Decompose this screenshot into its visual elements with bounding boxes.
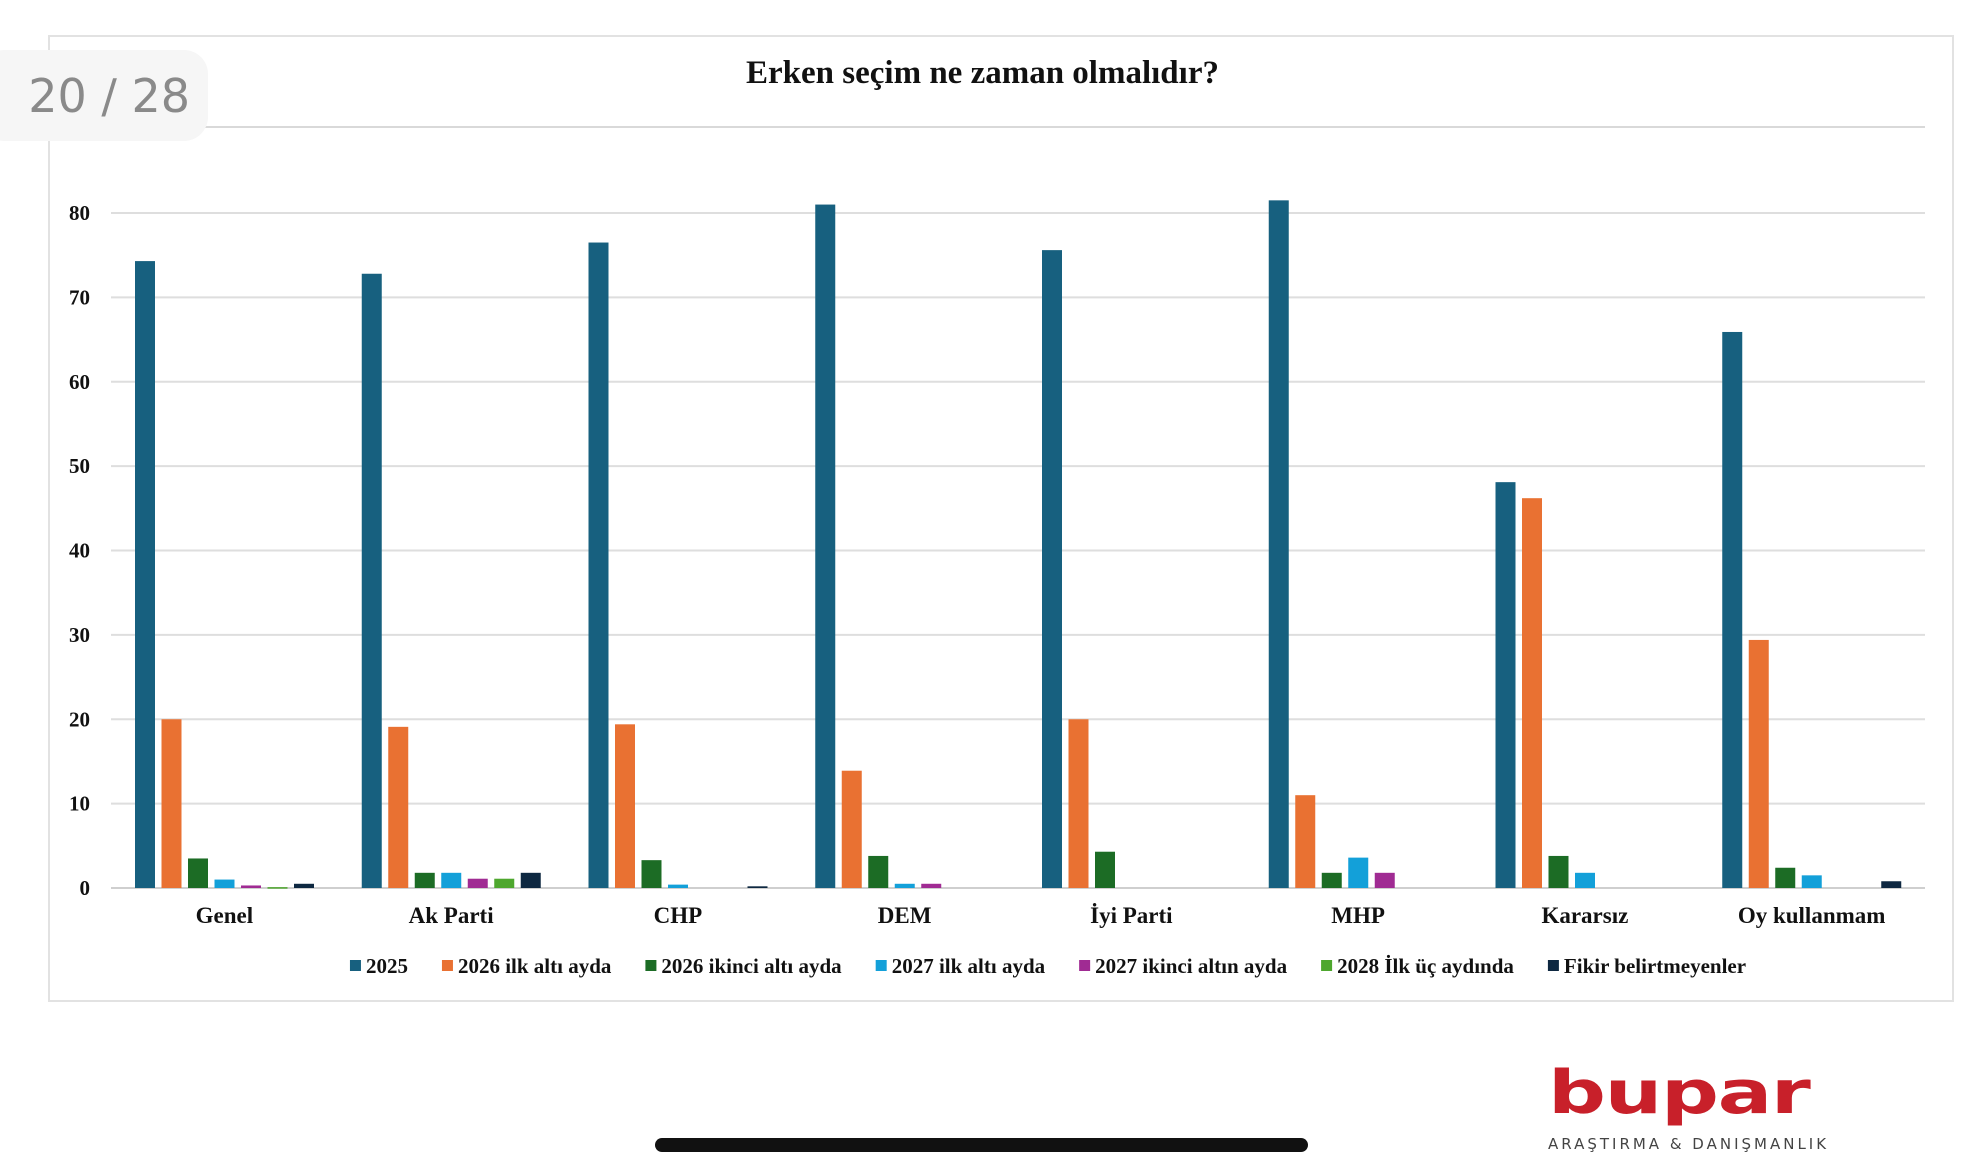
- bar-fikir-belirtmeyenler: [294, 883, 314, 888]
- y-tick-label: 80: [69, 201, 90, 225]
- bar-2025: [1495, 482, 1516, 888]
- legend-label: Fikir belirtmeyenler: [1564, 954, 1746, 978]
- logo-wordmark: bupar: [1548, 1058, 1811, 1128]
- y-tick-label: 70: [69, 285, 90, 309]
- bar-2026-ikinci-altı-ayda: [1321, 872, 1342, 888]
- y-tick-label: 20: [69, 707, 90, 731]
- x-tick-label: İyi Parti: [1090, 903, 1173, 928]
- bar-2027-ikinci-altın-ayda: [1374, 872, 1395, 888]
- bar-2027-ilk-altı-ayda: [668, 884, 688, 888]
- page-counter-text: 20 / 28: [28, 68, 190, 123]
- bar-2027-ilk-altı-ayda: [214, 879, 235, 888]
- legend-label: 2026 ikinci altı ayda: [661, 954, 842, 978]
- legend-swatch: [1547, 960, 1559, 971]
- legend-label: 2026 ilk altı ayda: [458, 954, 612, 978]
- bar-2026-ilk-altı-ayda: [1748, 639, 1769, 888]
- legend-swatch: [1079, 960, 1091, 971]
- x-tick-label: Oy kullanmam: [1738, 903, 1886, 928]
- y-tick-label: 0: [80, 876, 91, 900]
- bar-2026-ilk-altı-ayda: [388, 726, 409, 888]
- page-counter: 20 / 28: [0, 50, 208, 141]
- x-tick-label: DEM: [878, 903, 932, 928]
- logo-tagline: ARAŞTIRMA & DANIŞMANLIK: [1548, 1135, 1830, 1153]
- legend-label: 2028 İlk üç aydında: [1337, 954, 1514, 978]
- bar-2026-ikinci-altı-ayda: [641, 860, 662, 888]
- y-tick-label: 30: [69, 623, 90, 647]
- bar-2026-ilk-altı-ayda: [161, 719, 182, 888]
- bar-2025: [588, 242, 609, 888]
- bar-2025: [1042, 250, 1062, 888]
- legend-swatch: [875, 960, 887, 971]
- x-tick-label: Ak Parti: [409, 903, 495, 928]
- bar-2026-ikinci-altı-ayda: [1775, 867, 1796, 888]
- x-tick-label: Genel: [196, 903, 254, 928]
- bar-2027-ilk-altı-ayda: [1348, 857, 1369, 888]
- bar-2026-ilk-altı-ayda: [1295, 795, 1316, 888]
- bar-2028-i̇lk-üç-aydında: [267, 887, 288, 889]
- legend-swatch: [1321, 960, 1333, 971]
- bar-2027-ilk-altı-ayda: [894, 883, 915, 888]
- bar-fikir-belirtmeyenler: [520, 872, 541, 888]
- y-tick-label: 40: [69, 539, 90, 563]
- bar-2027-ikinci-altın-ayda: [467, 878, 488, 888]
- y-tick-label: 60: [69, 370, 90, 394]
- legend-swatch: [349, 960, 361, 971]
- bar-2026-ikinci-altı-ayda: [414, 872, 435, 888]
- home-indicator[interactable]: [655, 1138, 1308, 1152]
- legend-swatch: [441, 960, 453, 971]
- bar-2026-ilk-altı-ayda: [1522, 498, 1542, 888]
- bar-2027-ilk-altı-ayda: [441, 872, 462, 888]
- bar-2025: [1268, 200, 1289, 888]
- x-tick-label: MHP: [1331, 903, 1385, 928]
- bar-2028-i̇lk-üç-aydında: [494, 878, 515, 888]
- bar-2026-ikinci-altı-ayda: [188, 858, 208, 888]
- legend-label: 2025: [366, 954, 408, 978]
- bar-2025: [361, 273, 382, 888]
- y-tick-label: 10: [69, 792, 90, 816]
- bar-2026-ikinci-altı-ayda: [1095, 851, 1115, 888]
- x-tick-label: Kararsız: [1541, 903, 1628, 928]
- bar-2026-ilk-altı-ayda: [615, 724, 635, 888]
- bar-2026-ilk-altı-ayda: [841, 770, 862, 888]
- legend-label: 2027 ilk altı ayda: [892, 954, 1046, 978]
- bar-2026-ikinci-altı-ayda: [1548, 855, 1569, 888]
- chart-title: Erken seçim ne zaman olmalıdır?: [746, 55, 1219, 91]
- y-tick-label: 50: [69, 454, 90, 478]
- bar-2025: [815, 204, 836, 888]
- bar-2025: [135, 261, 155, 888]
- bar-2026-ikinci-altı-ayda: [868, 855, 889, 888]
- bar-2027-ikinci-altın-ayda: [921, 883, 942, 888]
- legend-label: 2027 ikinci altın ayda: [1095, 954, 1287, 978]
- bar-2027-ikinci-altın-ayda: [241, 885, 261, 888]
- bar-2027-ilk-altı-ayda: [1575, 872, 1595, 888]
- bar-fikir-belirtmeyenler: [1881, 881, 1902, 888]
- bar-2026-ilk-altı-ayda: [1068, 719, 1089, 888]
- bupar-logo: bupar ARAŞTIRMA & DANIŞMANLIK: [1548, 1058, 1948, 1168]
- bar-fikir-belirtmeyenler: [747, 886, 768, 888]
- x-tick-label: CHP: [654, 903, 703, 928]
- bar-2027-ilk-altı-ayda: [1801, 875, 1822, 888]
- bar-2025: [1722, 331, 1743, 888]
- legend-swatch: [645, 960, 657, 971]
